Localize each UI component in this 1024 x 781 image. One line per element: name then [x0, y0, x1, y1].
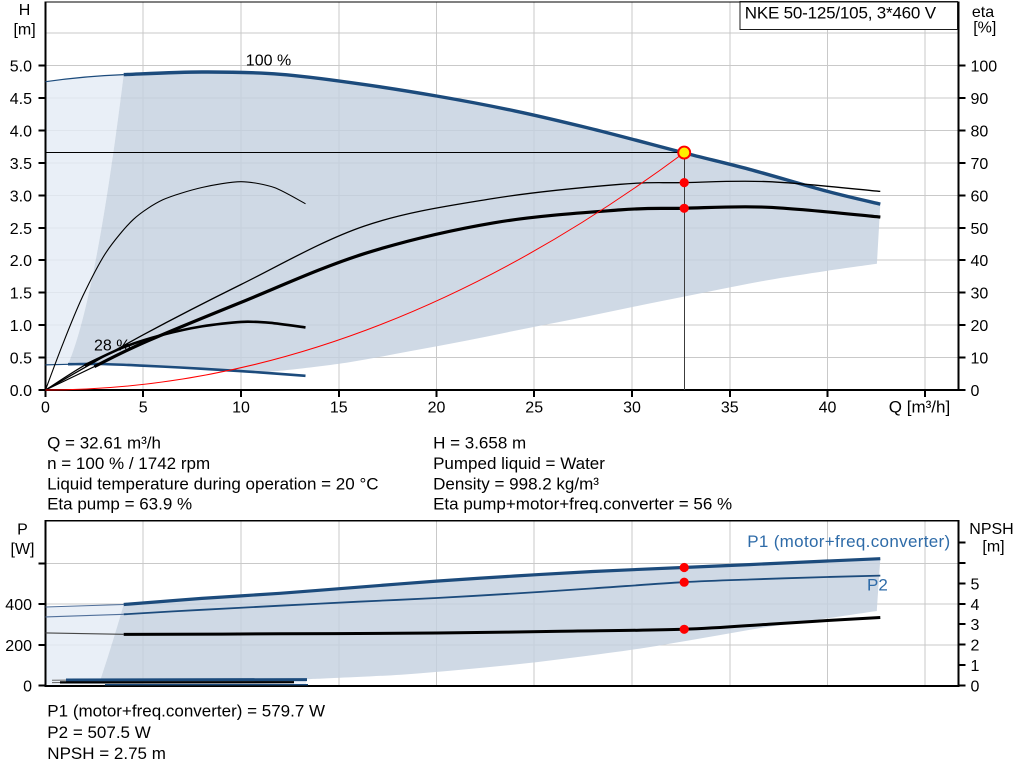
svg-text:[m]: [m] [13, 22, 35, 39]
svg-text:70: 70 [971, 156, 989, 173]
svg-text:NPSH: NPSH [969, 521, 1013, 538]
svg-text:80: 80 [971, 123, 989, 140]
svg-text:5: 5 [139, 400, 148, 417]
svg-text:4: 4 [971, 597, 980, 614]
svg-text:40: 40 [971, 253, 989, 270]
svg-text:0: 0 [41, 400, 50, 417]
svg-text:[W]: [W] [11, 541, 35, 558]
svg-text:P2 = 507.5 W: P2 = 507.5 W [47, 723, 150, 742]
svg-text:Q [m³/h]: Q [m³/h] [889, 398, 950, 417]
svg-text:P1 (motor+freq.converter) = 57: P1 (motor+freq.converter) = 579.7 W [47, 702, 325, 721]
svg-text:200: 200 [5, 638, 32, 655]
svg-text:60: 60 [971, 188, 989, 205]
svg-text:H = 3.658 m: H = 3.658 m [433, 434, 526, 453]
svg-text:[m]: [m] [982, 539, 1004, 556]
svg-text:10: 10 [232, 400, 250, 417]
svg-text:1: 1 [971, 658, 980, 675]
svg-text:35: 35 [721, 400, 739, 417]
svg-text:P: P [17, 522, 28, 539]
svg-text:2: 2 [971, 638, 980, 655]
svg-text:0.5: 0.5 [10, 351, 32, 368]
svg-text:100 %: 100 % [246, 53, 291, 70]
svg-text:P1 (motor+freq.converter): P1 (motor+freq.converter) [747, 532, 950, 551]
svg-text:Density = 998.2 kg/m³: Density = 998.2 kg/m³ [433, 474, 599, 493]
svg-text:30: 30 [623, 400, 641, 417]
svg-text:0: 0 [971, 679, 980, 696]
svg-text:50: 50 [971, 221, 989, 238]
svg-text:15: 15 [330, 400, 348, 417]
svg-text:0: 0 [23, 679, 32, 696]
svg-text:5: 5 [971, 576, 980, 593]
svg-text:3.0: 3.0 [10, 188, 32, 205]
svg-text:4.5: 4.5 [10, 91, 32, 108]
svg-text:n = 100 % / 1742 rpm: n = 100 % / 1742 rpm [47, 454, 210, 473]
svg-text:0.0: 0.0 [10, 383, 32, 400]
svg-text:3.5: 3.5 [10, 156, 32, 173]
svg-text:1.0: 1.0 [10, 318, 32, 335]
svg-text:1.5: 1.5 [10, 286, 32, 303]
svg-text:H: H [19, 2, 31, 19]
svg-text:0: 0 [971, 383, 980, 400]
svg-text:100: 100 [971, 59, 998, 76]
svg-text:Eta pump+motor+freq.converter: Eta pump+motor+freq.converter = 56 % [433, 495, 732, 514]
svg-text:20: 20 [971, 318, 989, 335]
svg-text:2.5: 2.5 [10, 221, 32, 238]
svg-text:P2: P2 [867, 576, 888, 595]
svg-text:Liquid temperature during oper: Liquid temperature during operation = 20… [47, 474, 378, 493]
svg-text:eta: eta [972, 4, 994, 21]
svg-text:2.0: 2.0 [10, 253, 32, 270]
svg-text:Pumped liquid = Water: Pumped liquid = Water [433, 454, 605, 473]
svg-text:4.0: 4.0 [10, 123, 32, 140]
svg-text:25: 25 [525, 400, 543, 417]
svg-text:[%]: [%] [973, 20, 996, 37]
svg-text:10: 10 [971, 351, 989, 368]
svg-text:90: 90 [971, 91, 989, 108]
svg-text:400: 400 [5, 597, 32, 614]
svg-text:NPSH = 2.75 m: NPSH = 2.75 m [47, 744, 166, 763]
svg-text:5.0: 5.0 [10, 59, 32, 76]
svg-text:28 %: 28 % [94, 338, 130, 355]
svg-text:3: 3 [971, 617, 980, 634]
svg-text:20: 20 [428, 400, 446, 417]
svg-text:40: 40 [819, 400, 837, 417]
svg-text:NKE 50-125/105, 3*460 V: NKE 50-125/105, 3*460 V [745, 4, 937, 23]
svg-text:30: 30 [971, 286, 989, 303]
svg-text:Eta pump = 63.9 %: Eta pump = 63.9 % [47, 495, 192, 514]
svg-text:Q = 32.61 m³/h: Q = 32.61 m³/h [47, 434, 161, 453]
